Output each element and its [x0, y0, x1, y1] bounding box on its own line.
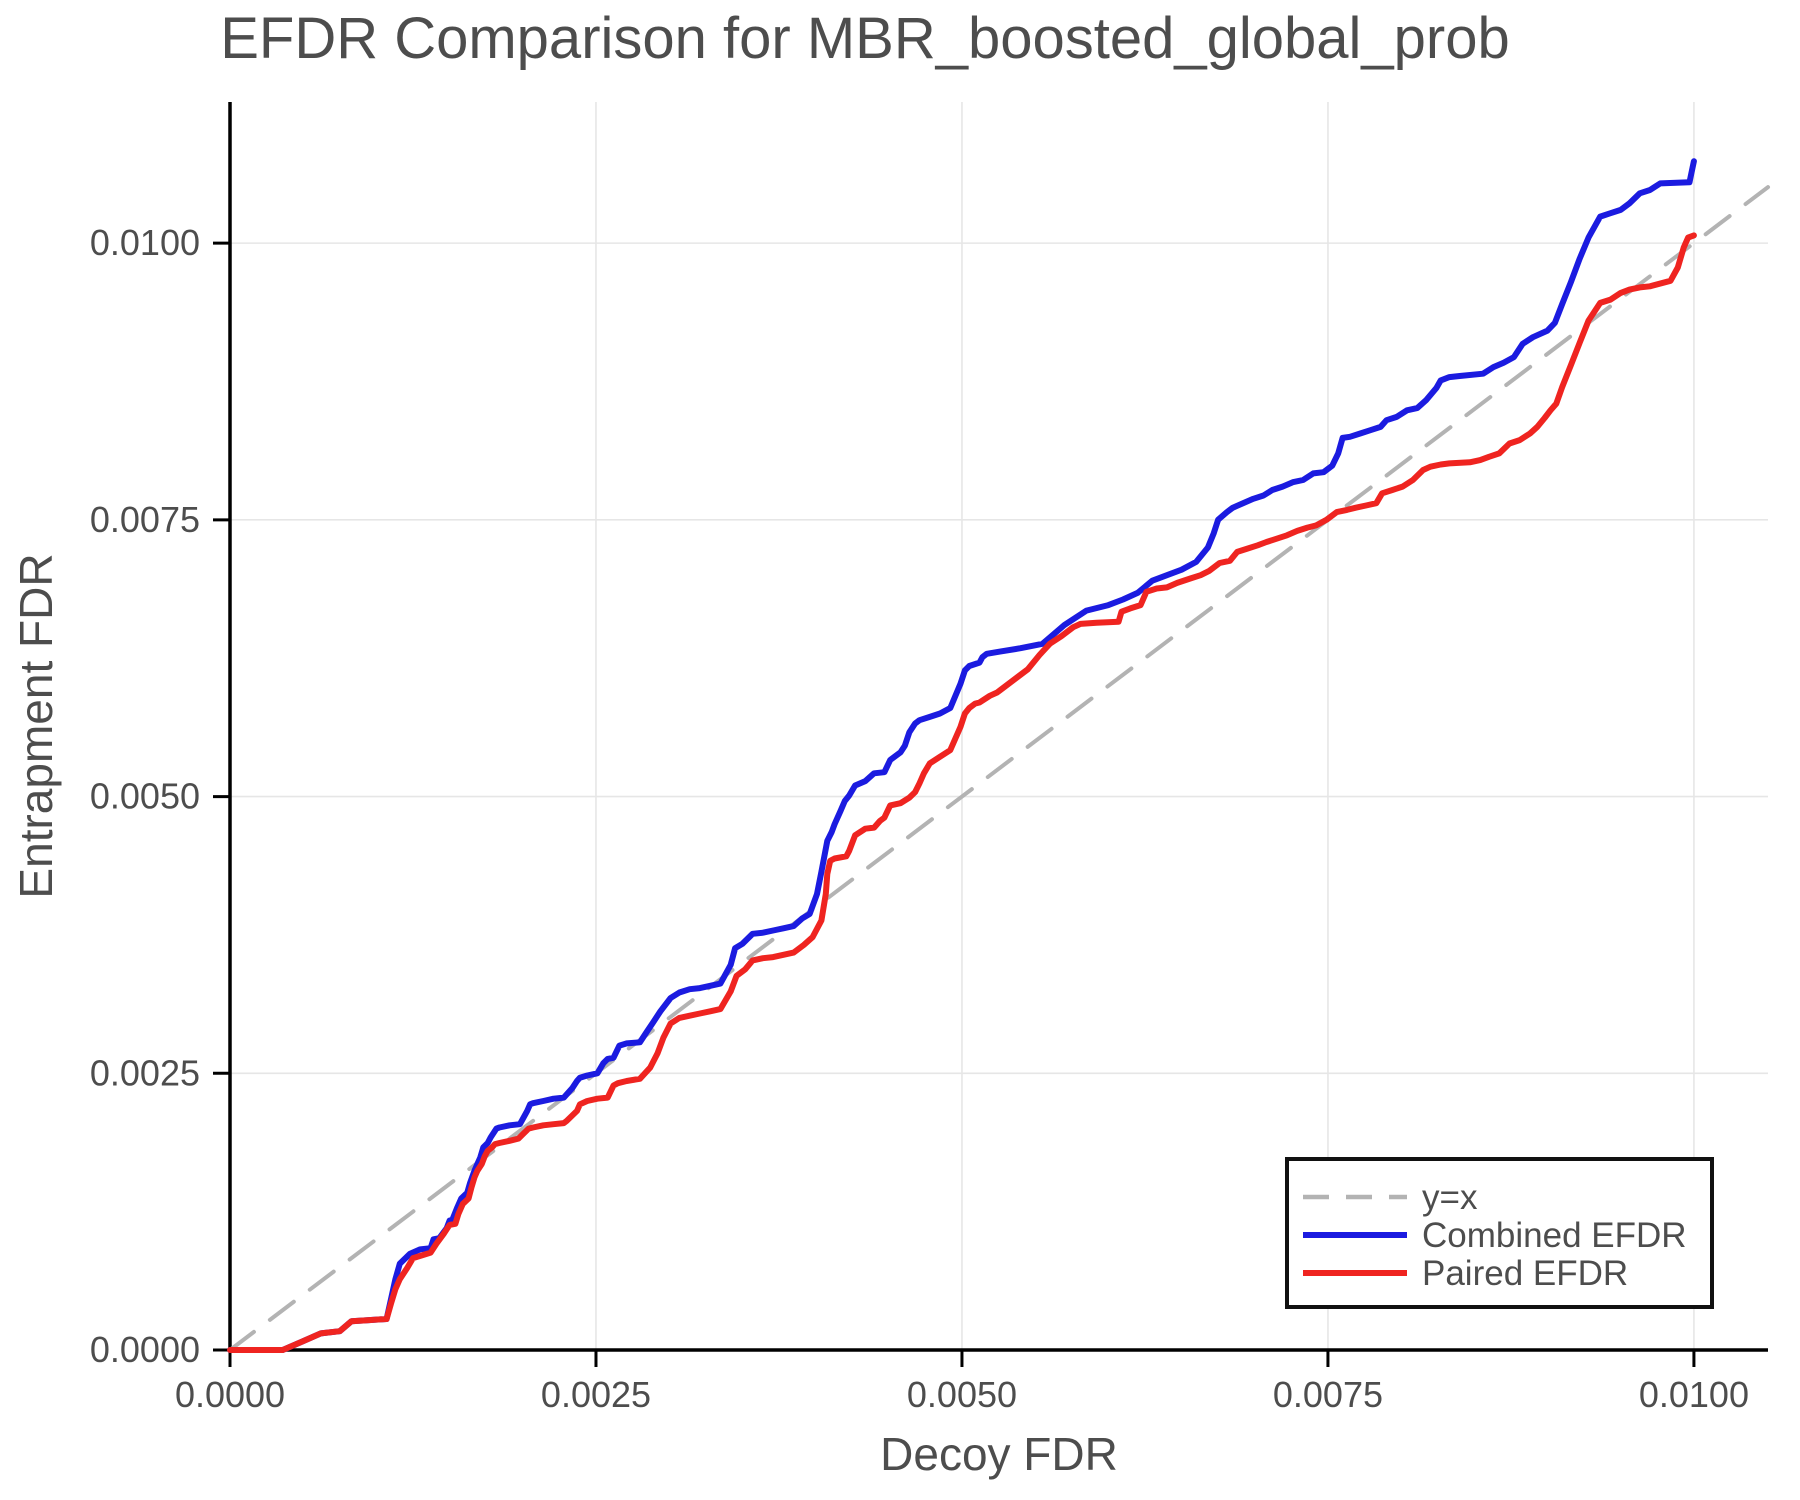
- y-axis-title: Entrapment FDR: [10, 553, 62, 898]
- chart-title: EFDR Comparison for MBR_boosted_global_p…: [220, 6, 1510, 71]
- legend-item: Combined EFDR: [1303, 1216, 1687, 1255]
- series-layer: [227, 158, 1770, 1353]
- series-line-combined-efdr: [227, 158, 1697, 1353]
- grid-layer: [230, 102, 1768, 1350]
- legend-item: Paired EFDR: [1303, 1254, 1628, 1293]
- y-tick-label: 0.0000: [90, 1329, 200, 1370]
- x-axis-title: Decoy FDR: [880, 1428, 1118, 1480]
- y-tick-labels: 0.0000 0.0025 0.0050 0.0075 0.0100: [90, 222, 200, 1370]
- axes-layer: [228, 102, 1768, 1352]
- y-tick-label: 0.0100: [90, 222, 200, 263]
- legend-label: y=x: [1422, 1178, 1478, 1217]
- series-line-paired-efdr: [227, 232, 1697, 1353]
- y-tick-label: 0.0025: [90, 1052, 200, 1093]
- x-tick-label: 0.0075: [1273, 1374, 1383, 1415]
- legend-label: Paired EFDR: [1422, 1254, 1628, 1293]
- legend-label: Combined EFDR: [1422, 1216, 1687, 1255]
- legend-item: y=x: [1303, 1178, 1478, 1217]
- y-tick-label: 0.0050: [90, 776, 200, 817]
- x-tick-label: 0.0025: [541, 1374, 651, 1415]
- y-tick-label: 0.0075: [90, 499, 200, 540]
- x-tick-label: 0.0050: [907, 1374, 1017, 1415]
- x-tick-labels: 0.0000 0.0025 0.0050 0.0075 0.0100: [175, 1374, 1749, 1415]
- x-tick-label: 0.0100: [1639, 1374, 1749, 1415]
- x-tick-label: 0.0000: [175, 1374, 285, 1415]
